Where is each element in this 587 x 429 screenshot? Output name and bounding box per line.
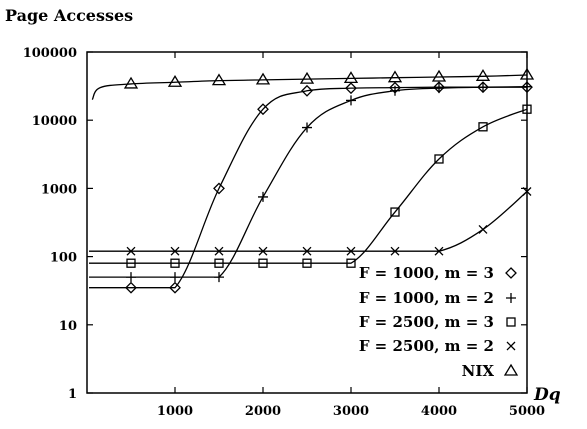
x-tick-label: 2000 [245, 404, 281, 419]
legend-marker [505, 267, 517, 279]
series-line [88, 191, 528, 252]
x-tick-label: 5000 [509, 404, 545, 419]
data-point [211, 73, 227, 86]
data-point [390, 207, 400, 217]
data-point [345, 82, 357, 95]
data-point [214, 258, 224, 268]
legend-label: F = 1000, m = 3 [359, 264, 494, 282]
data-point [431, 69, 447, 82]
data-point [258, 258, 268, 268]
data-point [258, 191, 268, 202]
data-point [522, 81, 532, 92]
series-line [88, 108, 528, 264]
legend-marker [506, 317, 516, 327]
data-point [123, 76, 139, 89]
data-point [478, 225, 488, 234]
plot-frame [86, 51, 528, 394]
data-point [390, 246, 400, 256]
y-tick-label: 1 [68, 387, 77, 402]
y-axis-title: Page Accesses [5, 6, 134, 25]
data-point [255, 72, 271, 85]
data-point [478, 82, 488, 93]
data-point [167, 74, 183, 87]
data-point [301, 84, 313, 97]
data-point [522, 104, 532, 114]
data-point [169, 281, 181, 294]
data-point [302, 258, 312, 268]
y-tick-label: 10000 [32, 114, 77, 129]
data-point [478, 122, 488, 132]
data-point [170, 272, 180, 283]
data-point [126, 258, 136, 268]
data-point [346, 258, 356, 268]
data-point [258, 246, 268, 256]
x-axis-title: Dq [533, 385, 561, 405]
data-point [302, 122, 312, 133]
data-point [214, 246, 224, 256]
legend-marker [506, 293, 516, 303]
y-tick-label: 1000 [41, 182, 77, 197]
data-point [125, 281, 137, 294]
y-tick-label: 100000 [23, 46, 77, 61]
x-tick-label: 4000 [421, 404, 457, 419]
x-tick-label: 3000 [333, 404, 369, 419]
data-point [390, 85, 400, 96]
data-point [170, 246, 180, 256]
legend-label: F = 2500, m = 3 [359, 313, 494, 331]
data-point [126, 246, 136, 256]
data-point [519, 67, 535, 80]
data-point [434, 154, 444, 164]
legend-label: NIX [462, 362, 495, 380]
series-line [88, 86, 527, 289]
data-point [170, 258, 180, 268]
data-point [299, 71, 315, 84]
data-point [475, 69, 491, 81]
legend-label: F = 1000, m = 2 [359, 289, 494, 307]
data-point [257, 103, 269, 116]
data-point [387, 70, 403, 83]
data-point [126, 272, 136, 283]
data-point [214, 272, 224, 283]
legend-marker [506, 341, 516, 351]
data-point [213, 182, 225, 195]
data-point [434, 246, 444, 256]
legend-label: F = 2500, m = 2 [359, 337, 494, 355]
x-tick-label: 1000 [157, 404, 193, 419]
data-point [346, 246, 356, 256]
data-point [434, 83, 444, 94]
data-point [302, 246, 312, 256]
legend-marker [503, 363, 519, 376]
data-point [521, 81, 533, 94]
y-tick-label: 10 [59, 319, 77, 334]
series-line [88, 86, 528, 278]
data-point [346, 95, 356, 106]
data-point [522, 187, 532, 196]
data-point [343, 71, 359, 84]
y-tick-label: 100 [50, 251, 77, 266]
